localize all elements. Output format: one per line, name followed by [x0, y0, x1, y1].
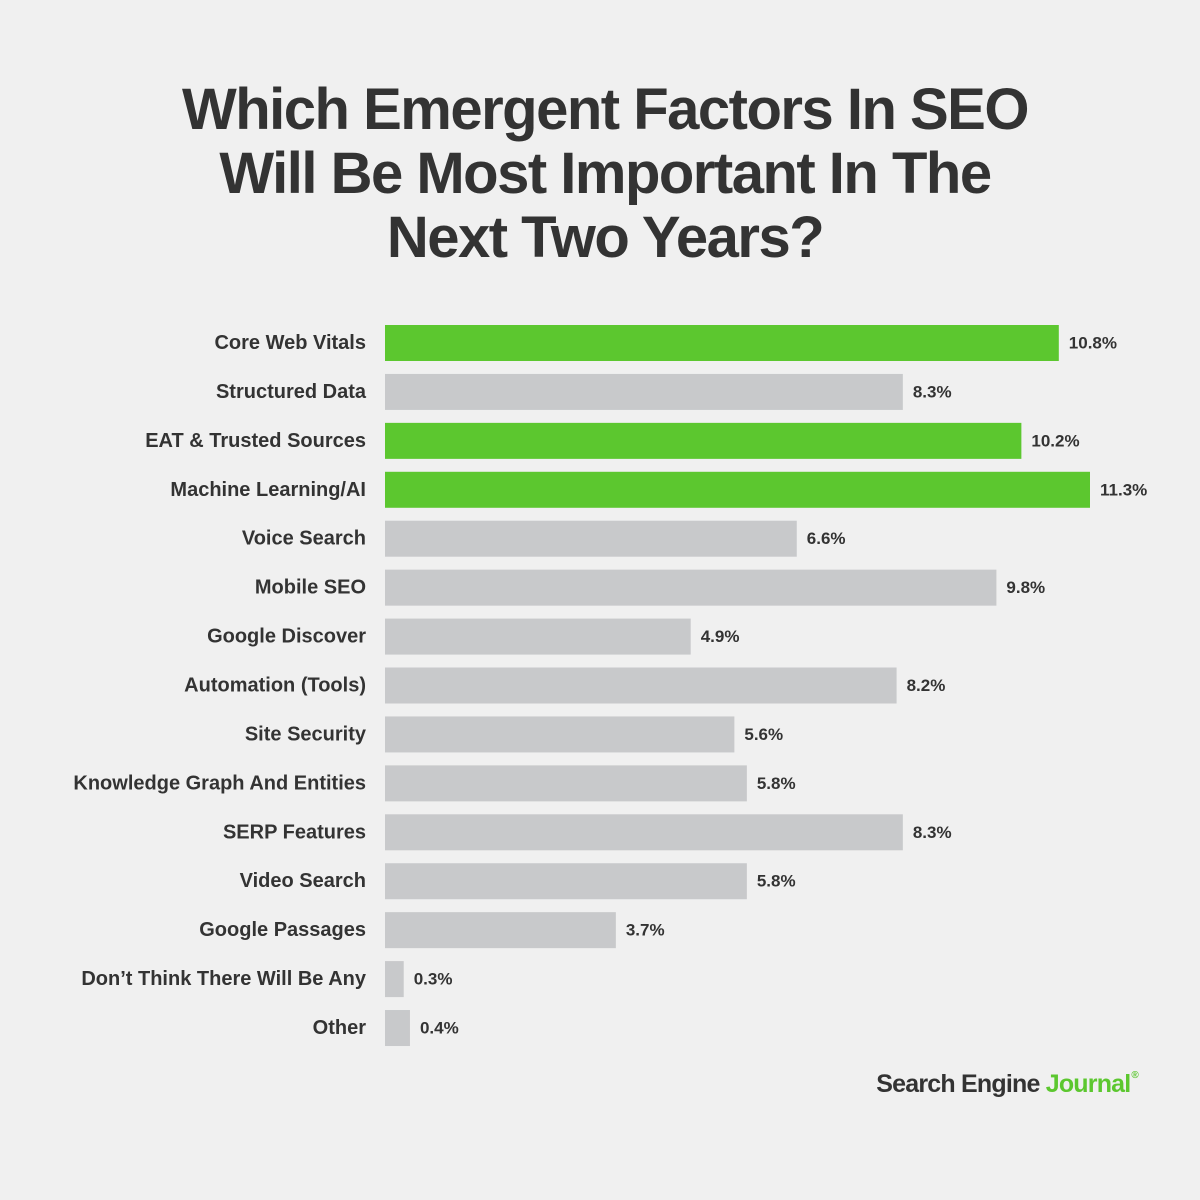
value-label: 8.2% [907, 676, 946, 695]
category-label: SERP Features [223, 821, 366, 843]
bar [385, 325, 1059, 361]
category-label: Voice Search [242, 528, 366, 550]
value-label: 5.6% [744, 725, 783, 744]
category-label: Google Passages [199, 919, 366, 941]
value-label: 6.6% [807, 529, 846, 548]
value-label: 5.8% [757, 872, 796, 891]
bar-group: Google Discover 4.9% [207, 618, 740, 655]
bar [385, 373, 903, 410]
category-label: Google Discover [207, 626, 366, 648]
category-label: Machine Learning/AI [170, 479, 366, 501]
value-label: 0.3% [414, 970, 453, 989]
chart-title-line-1: Which Emergent Factors In SEO [182, 77, 1029, 142]
brand-logo-search-engine: Search Engine [876, 1070, 1046, 1098]
bar-group: EAT & Trusted Sources 10.2% [145, 422, 1080, 459]
bar [385, 422, 1022, 459]
value-label: 10.2% [1031, 431, 1079, 450]
bar [385, 912, 616, 949]
value-label: 11.3% [1100, 480, 1147, 499]
bar-group: SERP Features 8.3% [223, 814, 952, 851]
bar-group: Voice Search 6.6% [242, 520, 846, 557]
category-label: Don’t Think There Will Be Any [81, 968, 367, 990]
bar-group: Machine Learning/AI 11.3% [170, 471, 1147, 508]
category-label: Knowledge Graph And Entities [73, 772, 366, 794]
bar [385, 520, 797, 557]
bar [385, 814, 903, 851]
category-label: Automation (Tools) [184, 675, 366, 697]
bar-group: Site Security 5.6% [245, 716, 783, 753]
value-label: 4.9% [701, 627, 740, 646]
bar-group: Google Passages 3.7% [199, 912, 665, 949]
bar-group: Don’t Think There Will Be Any 0.3% [81, 961, 453, 998]
bar-group: Knowledge Graph And Entities 5.8% [73, 765, 796, 802]
value-label: 3.7% [626, 921, 665, 940]
bar-group: Automation (Tools) 8.2% [184, 667, 946, 704]
chart-title-line-2: Will Be Most Important In The [219, 141, 992, 206]
bar [385, 716, 735, 753]
bar-group: Other 0.4% [313, 1010, 459, 1047]
category-label: Core Web Vitals [214, 332, 366, 354]
brand-logo-journal: Journal [1045, 1070, 1132, 1098]
bar-group: Structured Data 8.3% [216, 373, 952, 410]
category-label: EAT & Trusted Sources [145, 430, 366, 452]
bar [385, 569, 997, 606]
bar-group: Video Search 5.8% [240, 863, 796, 900]
value-label: 9.8% [1006, 578, 1045, 597]
value-label: 10.8% [1069, 334, 1117, 353]
chart-title: Which Emergent Factors In SEO Will Be Mo… [100, 78, 1110, 270]
category-label: Structured Data [216, 381, 367, 403]
bar [385, 667, 897, 704]
value-label: 8.3% [913, 823, 952, 842]
bar [385, 765, 747, 802]
category-label: Video Search [240, 870, 366, 892]
category-label: Site Security [245, 723, 367, 745]
value-label: 0.4% [420, 1019, 459, 1038]
brand-registered-mark: ® [1131, 1070, 1138, 1081]
category-label: Mobile SEO [255, 577, 366, 599]
bar [385, 961, 404, 998]
brand-logo: Search Engine Journal® [876, 1070, 1138, 1099]
bar [385, 1010, 410, 1047]
category-label: Other [313, 1017, 367, 1039]
bar [385, 618, 691, 655]
bar-group: Core Web Vitals 10.8% [214, 325, 1117, 361]
value-label: 8.3% [913, 382, 952, 401]
bar [385, 471, 1090, 508]
value-label: 5.8% [757, 774, 796, 793]
bar [385, 863, 747, 900]
bar-group: Mobile SEO 9.8% [255, 569, 1045, 606]
chart-title-line-3: Next Two Years? [386, 205, 825, 270]
